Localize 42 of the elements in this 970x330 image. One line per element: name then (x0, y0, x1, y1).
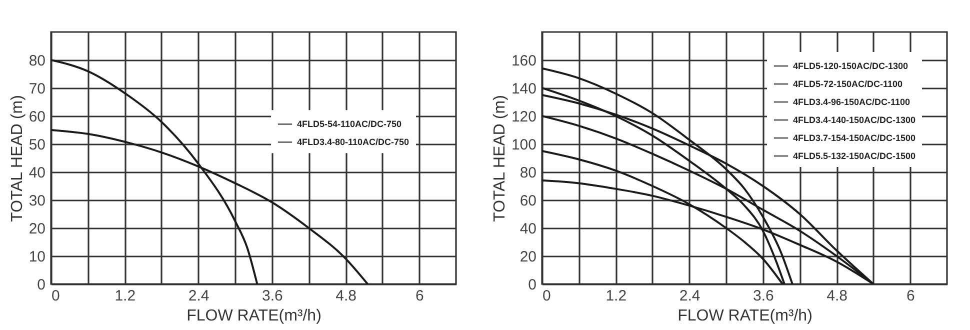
legend-label: 4FLD5.5-132-150AC/DC-1500 (793, 151, 916, 161)
legend-label: 4FLD5-54-110AC/DC-750 (297, 119, 402, 130)
y-tick-label: 80 (520, 164, 536, 182)
y-tick-label: 80 (28, 52, 46, 70)
legend-label: 4FLD5-72-150AC/DC-1100 (793, 79, 903, 89)
x-tick-label: 4.8 (826, 288, 848, 304)
y-tick-label: 160 (511, 52, 536, 70)
x-tick-label: 6 (416, 288, 424, 304)
x-tick-label: 6 (906, 288, 915, 304)
x-axis-title: FLOW RATE(m³/h) (186, 308, 322, 324)
y-tick-label: 140 (511, 80, 536, 98)
y-tick-label: 60 (520, 192, 536, 210)
y-tick-label: 100 (511, 136, 536, 154)
legend-label: 4FLD3.4-80-110AC/DC-750 (297, 137, 410, 148)
x-tick-label: 1.2 (114, 288, 136, 304)
x-tick-label: 1.2 (606, 288, 627, 304)
y-tick-label: 70 (28, 80, 46, 98)
y-tick-label: 0 (37, 276, 46, 294)
y-tick-label: 50 (28, 136, 46, 154)
y-tick-label: 60 (28, 108, 46, 126)
y-tick-label: 40 (520, 220, 536, 238)
x-tick-label: 3.6 (262, 288, 283, 304)
y-tick-label: 30 (28, 192, 46, 210)
x-tick-label: 2.4 (679, 288, 700, 304)
x-axis-title: FLOW RATE(m³/h) (678, 308, 812, 324)
y-tick-label: 120 (511, 108, 536, 126)
legend-label: 4FLD5-120-150AC/DC-1300 (793, 61, 908, 71)
y-tick-label: 10 (28, 248, 46, 266)
y-tick-label: 20 (520, 248, 536, 266)
y-tick-label: 40 (28, 164, 46, 182)
x-tick-label: 0 (52, 288, 60, 304)
legend-label: 4FLD3.4-96-150AC/DC-1100 (793, 97, 910, 107)
y-axis-title: TOTAL HEAD (m) (8, 95, 26, 222)
y-tick-label: 0 (528, 276, 536, 294)
x-tick-label: 2.4 (188, 288, 210, 304)
x-tick-label: 3.6 (752, 288, 774, 304)
x-tick-label: 4.8 (336, 288, 356, 304)
legend-label: 4FLD3.4-140-150AC/DC-1300 (793, 115, 916, 125)
y-tick-label: 20 (28, 220, 46, 238)
x-tick-label: 0 (542, 288, 551, 304)
legend-label: 4FLD3.7-154-150AC/DC-1500 (793, 133, 916, 143)
y-axis-title: TOTAL HEAD (m) (491, 95, 508, 222)
